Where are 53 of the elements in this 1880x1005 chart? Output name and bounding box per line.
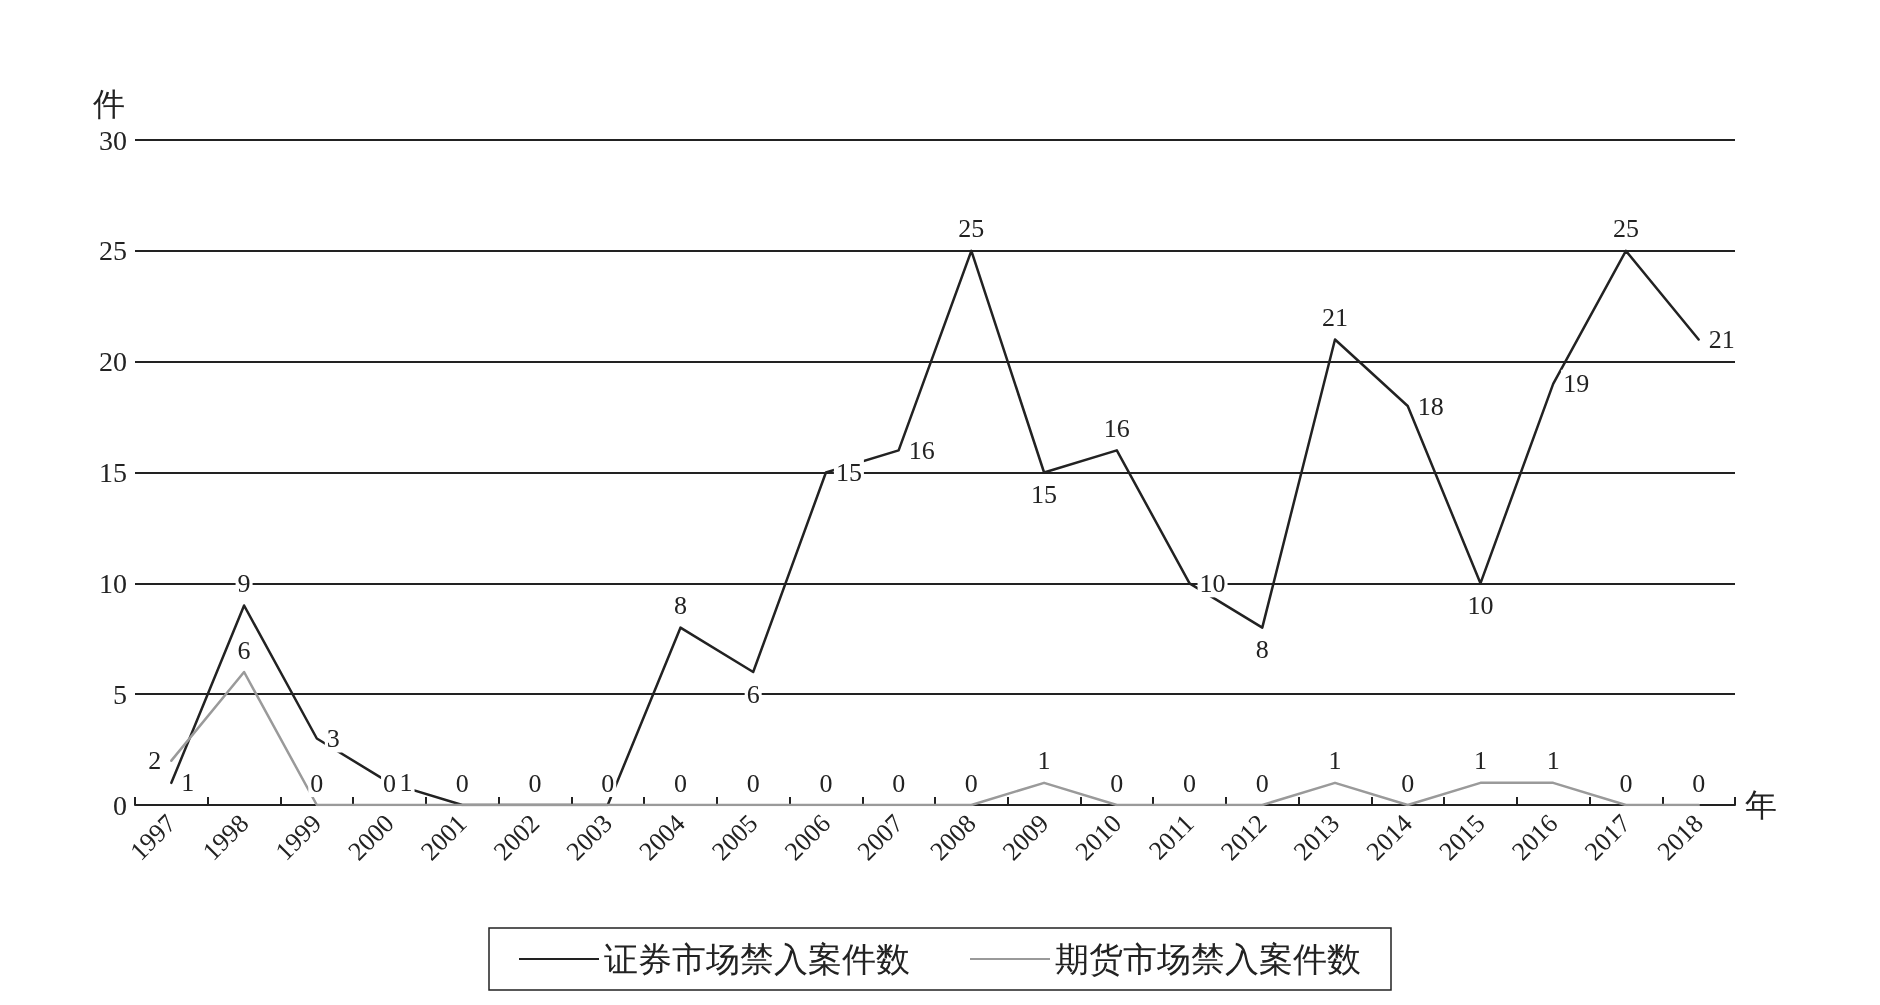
x-tick-label: 1999 [269,808,328,866]
data-label: 0 [819,768,833,798]
data-label: 0 [601,768,615,798]
data-label: 0 [528,768,542,798]
data-label: 8 [673,591,687,621]
data-label: 0 [673,768,687,798]
data-label: 10 [1199,568,1226,598]
y-tick-label: 10 [99,567,127,599]
y-tick-label: 30 [99,124,127,156]
data-label: 0 [1619,768,1633,798]
y-tick-label: 20 [99,346,127,378]
y-tick-label: 15 [99,457,127,488]
data-label: 2 [148,746,162,776]
data-label: 8 [1255,635,1269,665]
y-axis-title: 件 [93,86,125,122]
data-label: 0 [1110,768,1124,798]
data-label: 0 [1255,768,1269,798]
data-label: 1 [1473,746,1487,776]
data-label: 18 [1417,391,1444,421]
data-label: 1 [1546,746,1560,776]
legend-label: 期货市场禁入案件数 [1055,940,1361,978]
data-label: 0 [892,768,906,798]
data-label: 16 [1103,413,1130,443]
data-label: 1 [1328,746,1342,776]
data-label: 3 [326,724,340,753]
data-label: 0 [746,768,760,798]
data-label: 0 [964,768,978,798]
data-label: 19 [1563,369,1590,399]
data-label: 15 [1031,480,1058,509]
data-label: 0 [455,768,469,798]
data-label: 1 [399,768,413,798]
data-label: 21 [1322,303,1348,332]
data-label: 16 [908,435,935,465]
x-tick-label: 2011 [1143,808,1200,866]
y-tick-label: 5 [113,678,127,710]
data-label: 25 [1612,214,1639,244]
data-label: 1 [1037,746,1051,776]
data-label: 25 [958,214,985,244]
data-label: 10 [1467,590,1494,620]
y-tick-label: 0 [113,789,127,821]
data-label: 0 [1183,768,1197,798]
data-label: 21 [1708,325,1735,354]
x-axis-title: 年 [1745,787,1777,823]
data-label: 1 [181,768,195,798]
data-label: 15 [835,458,862,487]
data-label: 9 [237,569,251,598]
data-label: 0 [1692,768,1706,798]
legend-label: 证券市场禁入案件数 [604,940,910,978]
data-label: 6 [237,635,251,665]
y-tick-label: 25 [99,235,127,267]
data-label: 0 [1401,768,1415,798]
data-label: 0 [310,768,324,798]
data-label: 6 [746,679,760,709]
